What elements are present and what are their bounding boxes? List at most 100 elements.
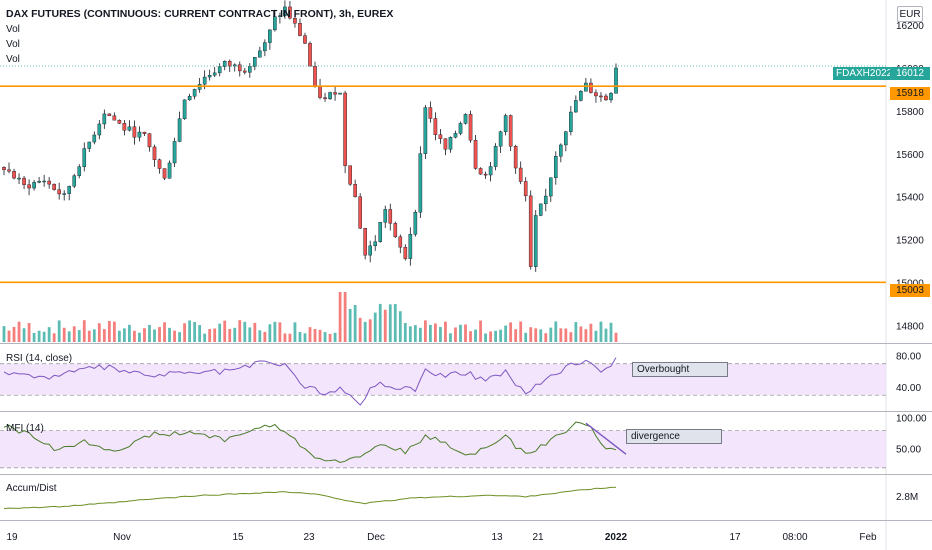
candle-body <box>353 184 357 197</box>
candle-body <box>112 115 117 121</box>
candle-body <box>508 115 513 147</box>
candle-body <box>308 43 312 67</box>
volume-bar <box>57 320 61 342</box>
candle-body <box>97 123 102 136</box>
volume-bar <box>378 303 382 342</box>
candle-body <box>468 114 473 141</box>
volume-bar <box>559 328 563 342</box>
volume-bar <box>213 328 217 342</box>
candle-body <box>413 212 418 235</box>
candle-body <box>222 60 227 67</box>
mfi-label[interactable]: MFI (14) <box>6 423 44 434</box>
rsi-tick-label: 40.00 <box>896 383 921 394</box>
volume-bar <box>308 327 312 342</box>
candle-body <box>7 169 11 172</box>
candle-body <box>523 181 528 197</box>
candle-body <box>609 93 613 101</box>
volume-bar <box>459 324 462 342</box>
volume-bar <box>107 321 111 342</box>
candle-body <box>288 6 292 19</box>
volume-bar <box>373 312 377 342</box>
volume-bar <box>47 327 51 342</box>
overbought-annotation[interactable]: Overbought <box>632 362 728 377</box>
candle-body <box>594 92 598 97</box>
volume-bar <box>248 327 252 342</box>
resistance-level-tag: 15918 <box>890 87 930 100</box>
volume-bar <box>604 328 608 342</box>
candle-body <box>117 119 122 124</box>
volume-bar <box>122 328 126 342</box>
candle-body <box>142 131 147 134</box>
volume-bar <box>173 330 176 342</box>
volume-bar <box>258 330 262 342</box>
candle-body <box>579 91 583 101</box>
volume-bar <box>32 332 36 342</box>
volume-bar <box>393 304 397 342</box>
candle-body <box>604 95 608 101</box>
volume-bar <box>273 321 277 342</box>
volume-bar <box>193 321 197 342</box>
candle-body <box>554 156 558 179</box>
volume-bar <box>208 328 212 342</box>
candle-body <box>378 222 383 242</box>
volume-bar <box>398 311 402 342</box>
volume-bar <box>423 320 427 342</box>
candle-body <box>428 107 433 119</box>
candle-body <box>298 22 302 36</box>
volume-bar <box>579 326 583 342</box>
candle-body <box>488 166 493 176</box>
candle-body <box>398 236 403 248</box>
volume-bar <box>238 320 242 342</box>
candle-body <box>57 189 61 195</box>
volume-bar <box>338 292 342 342</box>
volume-bar <box>343 292 347 342</box>
volume-bar <box>158 327 161 342</box>
candle-body <box>574 100 578 113</box>
rsi-label[interactable]: RSI (14, close) <box>6 353 73 364</box>
volume-bar <box>12 326 16 342</box>
volume-bar <box>22 328 26 342</box>
candle-body <box>373 241 378 247</box>
candle-body <box>263 42 267 52</box>
rsi-tick-label: 80.00 <box>896 351 921 362</box>
volume-bar <box>599 321 603 342</box>
candle-body <box>283 6 287 16</box>
candle-body <box>548 177 553 197</box>
volume-bar <box>504 325 508 342</box>
currency-button[interactable]: EUR <box>897 6 923 22</box>
volume-bar <box>263 331 267 342</box>
candle-body <box>458 123 463 134</box>
volume-bar <box>469 331 472 342</box>
candle-body <box>92 134 97 143</box>
candle-body <box>518 167 523 182</box>
volume-bar <box>92 329 96 342</box>
volume-bar <box>434 323 437 342</box>
volume-bar <box>519 321 523 342</box>
volume-bar <box>268 324 272 342</box>
time-tick-label: 21 <box>532 532 544 543</box>
candle-body <box>182 99 187 119</box>
volume-bar <box>413 325 417 342</box>
volume-bar <box>489 331 492 342</box>
candle-body <box>157 159 162 169</box>
volume-bar <box>584 329 588 342</box>
candle-body <box>278 15 282 17</box>
candle-body <box>368 245 372 256</box>
volume-bar <box>318 329 322 342</box>
volume-bar <box>333 332 337 342</box>
volume-bar <box>138 332 141 342</box>
divergence-annotation[interactable]: divergence <box>626 429 722 444</box>
candle-body <box>207 74 212 78</box>
accum-dist-label[interactable]: Accum/Dist <box>6 483 57 494</box>
volume-bar <box>27 323 31 342</box>
time-tick-label: 23 <box>303 532 315 543</box>
time-tick-label: 15 <box>232 532 244 543</box>
candle-body <box>478 168 483 175</box>
candle-body <box>303 35 307 44</box>
volume-bar <box>454 327 457 342</box>
candle-body <box>293 17 297 24</box>
divergence-trendline <box>585 422 627 455</box>
accum-dist-tick-label: 2.8M <box>896 492 918 503</box>
candle-body <box>107 113 112 117</box>
